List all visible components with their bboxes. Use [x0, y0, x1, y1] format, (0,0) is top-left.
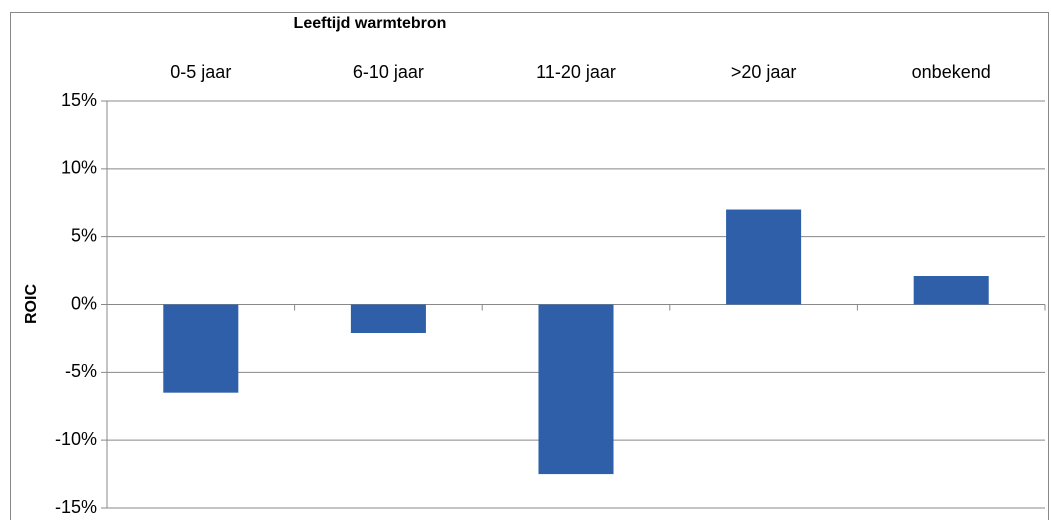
y-tick-label: 0% [71, 293, 97, 313]
bar [163, 304, 239, 393]
x-axis-label: Leeftijd warmtebron [294, 15, 447, 32]
bar [726, 209, 802, 305]
x-tick-label: onbekend [912, 62, 991, 82]
chart-border [10, 12, 1049, 520]
y-tick-label: 5% [71, 225, 97, 245]
x-tick-label: 0-5 jaar [170, 62, 231, 82]
x-tick-label: 11-20 jaar [536, 62, 616, 82]
y-tick-label: 10% [61, 158, 97, 178]
bar [538, 304, 614, 475]
y-tick-label: 15% [61, 90, 97, 110]
bar [350, 304, 426, 333]
x-tick-label: >20 jaar [731, 62, 797, 82]
y-tick-label: -10% [55, 429, 97, 449]
y-tick-label: -5% [65, 361, 97, 381]
y-tick-label: -15% [55, 497, 97, 517]
bar [913, 276, 989, 305]
x-tick-label: 6-10 jaar [353, 62, 424, 82]
y-axis-label: ROIC [23, 284, 40, 324]
